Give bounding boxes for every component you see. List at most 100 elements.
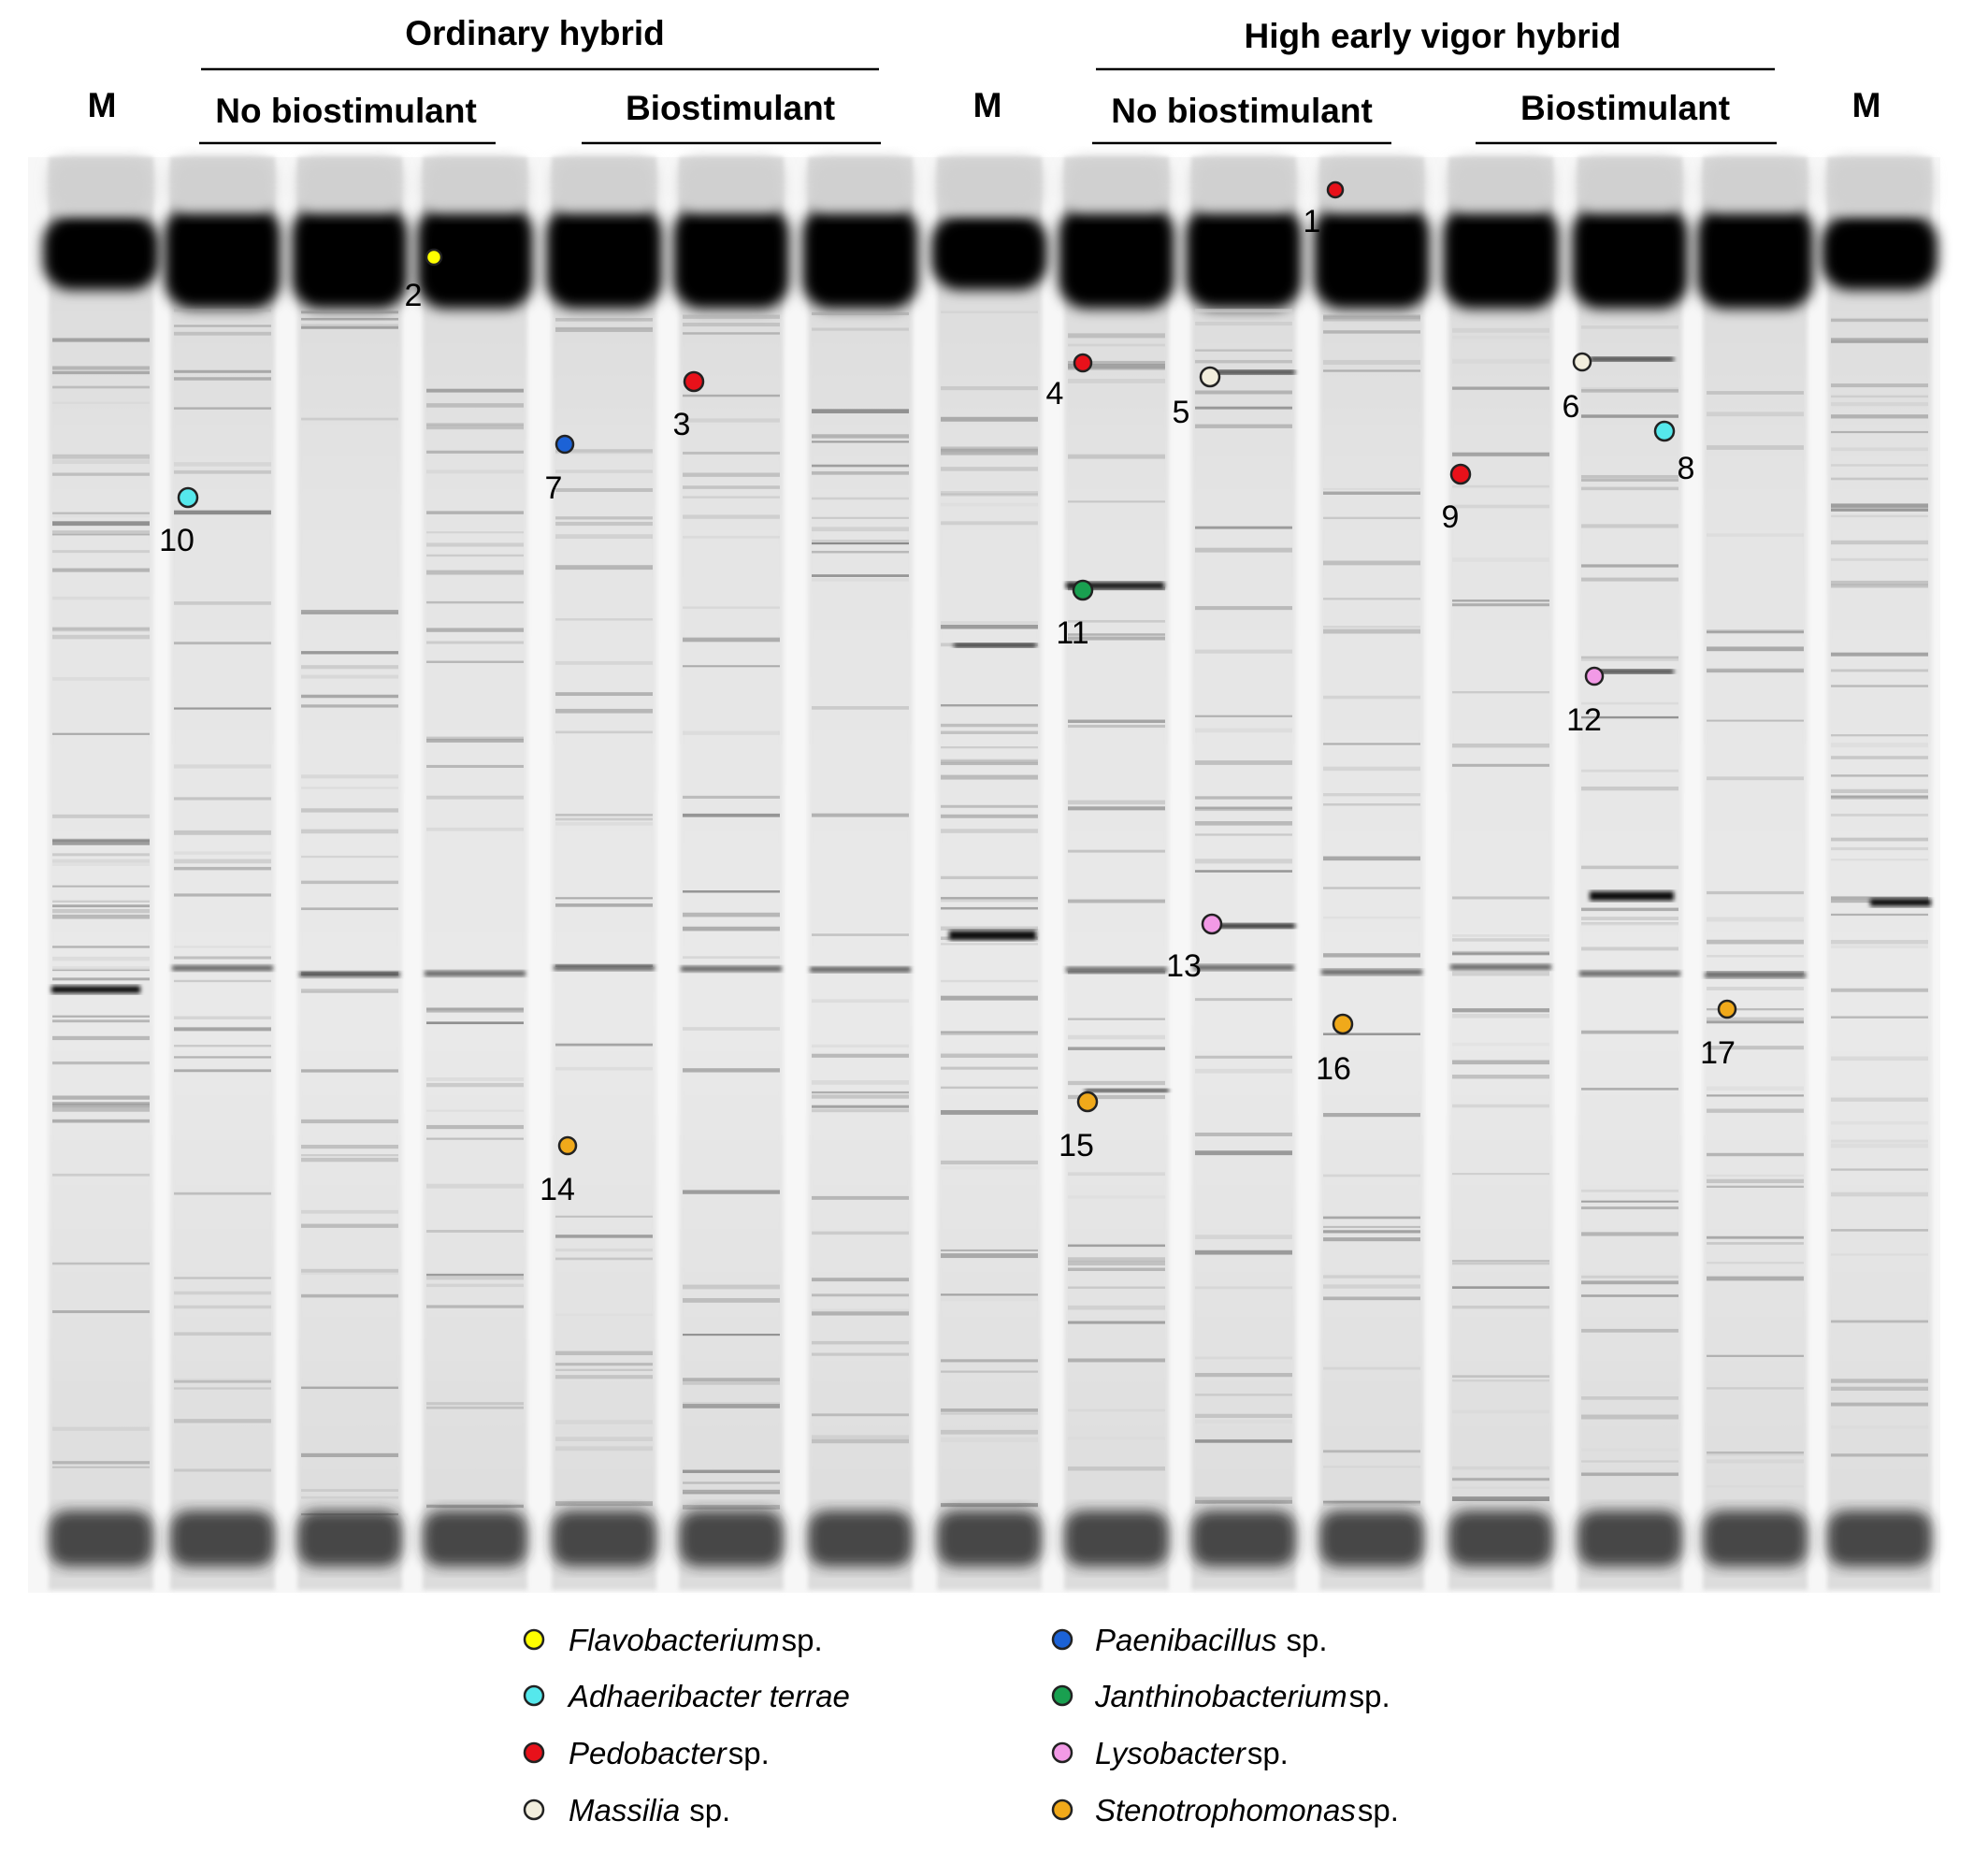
- faint-band: [1068, 1034, 1165, 1040]
- lane-body: [1319, 157, 1424, 1590]
- faint-band: [174, 859, 271, 864]
- faint-band: [683, 322, 780, 327]
- faint-band: [812, 539, 909, 544]
- faint-band: [683, 485, 780, 489]
- lane-well: [1697, 206, 1813, 309]
- faint-band: [1831, 1139, 1928, 1143]
- faint-band: [1323, 856, 1420, 861]
- faint-band: [555, 1257, 653, 1261]
- band-dot-16: [1332, 1013, 1354, 1035]
- faint-band: [174, 1045, 271, 1047]
- faint-band: [1707, 445, 1804, 450]
- faint-band: [174, 1419, 271, 1423]
- faint-band: [1452, 1260, 1549, 1263]
- faint-band: [1831, 318, 1928, 322]
- faint-band: [426, 1124, 524, 1130]
- faint-band: [812, 1352, 909, 1356]
- faint-band: [52, 454, 150, 459]
- faint-band: [1831, 859, 1928, 861]
- band-number-16: 16: [1316, 1051, 1351, 1087]
- lane-cap: [679, 157, 784, 213]
- faint-band: [812, 1308, 909, 1312]
- band-number-8: 8: [1678, 451, 1695, 486]
- faint-band: [683, 1284, 780, 1290]
- legend-name: Adhaeribacter terrae: [567, 1679, 850, 1713]
- faint-band: [812, 1231, 909, 1235]
- gel-lane: [1443, 157, 1559, 1590]
- faint-band: [1831, 1379, 1928, 1383]
- faint-band: [1452, 1478, 1549, 1481]
- gel-lane: [546, 157, 662, 1590]
- faint-band: [174, 1027, 271, 1032]
- faint-band: [1452, 950, 1549, 955]
- faint-band: [812, 1293, 909, 1297]
- band-number-6: 6: [1563, 389, 1580, 425]
- legend-suffix: sp.: [1349, 1679, 1390, 1713]
- faint-band: [1581, 701, 1678, 705]
- faint-band: [426, 1021, 524, 1025]
- lane-well: [1443, 206, 1559, 309]
- faint-band: [555, 1437, 653, 1441]
- faint-band: [683, 1489, 780, 1495]
- faint-band: [1452, 1496, 1549, 1502]
- faint-band: [52, 550, 150, 554]
- faint-band: [52, 853, 150, 857]
- prominent-band: [1085, 1089, 1169, 1092]
- faint-band: [1195, 1055, 1292, 1059]
- gel-lane: [1572, 157, 1688, 1590]
- lane-cap: [552, 157, 656, 213]
- faint-band: [1581, 1448, 1678, 1452]
- faint-band: [1068, 1047, 1165, 1050]
- faint-band: [683, 665, 780, 668]
- faint-band: [1831, 669, 1928, 672]
- faint-band: [1831, 743, 1928, 748]
- lane-cap: [1191, 157, 1296, 213]
- faint-band: [52, 1103, 150, 1107]
- faint-band: [941, 1296, 1038, 1302]
- lane-cap: [1577, 157, 1682, 213]
- lane-body: [1064, 157, 1169, 1590]
- faint-band: [1707, 670, 1804, 673]
- faint-band: [1323, 1216, 1420, 1220]
- faint-band: [941, 1359, 1038, 1363]
- faint-band: [555, 661, 653, 665]
- faint-band: [52, 1106, 150, 1112]
- faint-band: [683, 1402, 780, 1405]
- faint-band: [1068, 849, 1165, 853]
- faint-band: [52, 530, 150, 533]
- faint-band: [1831, 814, 1928, 816]
- lane-body: [170, 157, 275, 1590]
- faint-band: [1831, 788, 1928, 794]
- faint-band: [1581, 1280, 1678, 1285]
- band-dot-9: [1449, 463, 1472, 485]
- faint-band: [812, 933, 909, 936]
- faint-band: [812, 1105, 909, 1108]
- faint-band: [1581, 907, 1678, 912]
- faint-band: [1707, 917, 1804, 922]
- faint-band: [1452, 1014, 1549, 1018]
- lane-well: [1059, 206, 1174, 309]
- faint-band: [941, 416, 1038, 422]
- faint-band: [683, 926, 780, 932]
- faint-band: [941, 1032, 1038, 1035]
- faint-band: [1707, 1046, 1804, 1050]
- faint-band: [1707, 1387, 1804, 1390]
- faint-band: [1707, 391, 1804, 395]
- faint-band: [1452, 743, 1549, 748]
- faint-band: [52, 914, 150, 919]
- lane-cap: [937, 157, 1042, 213]
- faint-band: [812, 327, 909, 331]
- faint-band: [1452, 1060, 1549, 1065]
- common-band: [172, 965, 273, 972]
- faint-band: [426, 570, 524, 575]
- faint-band: [1452, 557, 1549, 562]
- faint-band: [941, 875, 1038, 880]
- faint-band: [1581, 1396, 1678, 1400]
- faint-band: [812, 1080, 909, 1085]
- faint-band: [941, 995, 1038, 1001]
- faint-band: [1831, 395, 1928, 398]
- lane-front: [1703, 1510, 1808, 1567]
- faint-band: [1323, 766, 1420, 772]
- faint-band: [301, 1223, 398, 1228]
- faint-band: [52, 401, 150, 404]
